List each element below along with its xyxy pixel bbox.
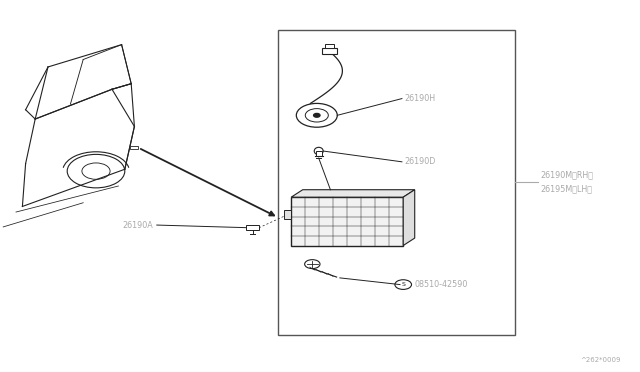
Text: 26190H: 26190H	[404, 94, 436, 103]
Polygon shape	[403, 190, 415, 246]
Text: S: S	[401, 282, 405, 287]
Bar	[291, 197, 403, 246]
Bar	[324, 44, 333, 48]
Text: 08510-42590: 08510-42590	[415, 280, 468, 289]
Bar	[321, 48, 337, 54]
Bar	[278, 30, 515, 335]
Text: 26190D: 26190D	[404, 157, 436, 166]
Circle shape	[314, 113, 320, 117]
Text: 26195M〈LH〉: 26195M〈LH〉	[541, 185, 593, 193]
Bar	[284, 210, 291, 219]
Bar	[130, 146, 138, 149]
Polygon shape	[291, 190, 415, 197]
Bar	[316, 151, 322, 156]
Bar	[246, 225, 259, 230]
Text: ^262*0009: ^262*0009	[580, 357, 621, 363]
Text: 26190A: 26190A	[123, 221, 154, 230]
Text: 26190M〈RH〉: 26190M〈RH〉	[541, 170, 594, 179]
